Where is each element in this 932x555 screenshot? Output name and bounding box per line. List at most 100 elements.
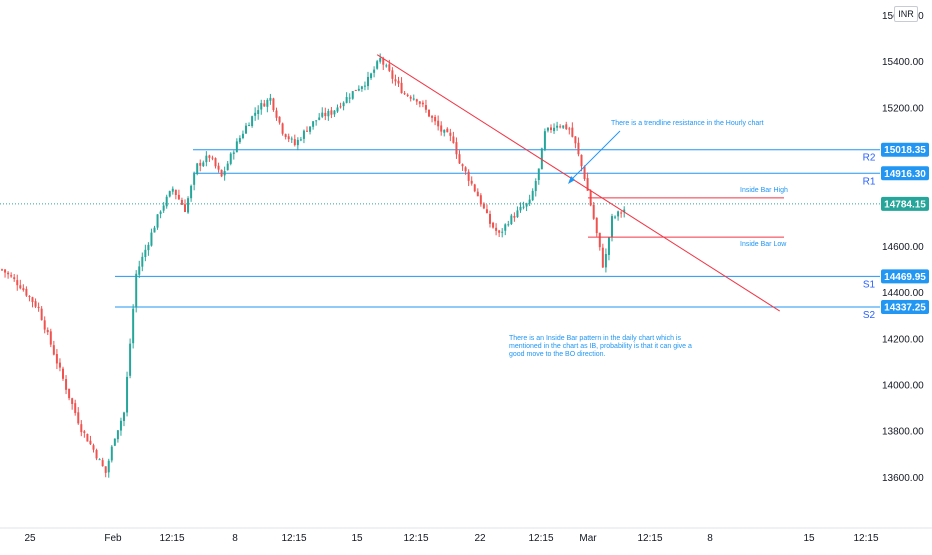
candle-body [339, 106, 342, 108]
candle-body [269, 97, 272, 101]
candle-body [336, 107, 339, 112]
candle-body [196, 163, 199, 175]
candle-body [440, 125, 443, 132]
candle-body [184, 204, 186, 212]
x-tick-label: 12:15 [528, 533, 553, 544]
candle-body [68, 388, 71, 399]
candle-body [611, 216, 613, 237]
candle-body [123, 412, 125, 421]
candle-body [116, 430, 119, 440]
candle-body [458, 154, 461, 164]
candle-body [607, 237, 610, 255]
candle-body [211, 157, 214, 159]
candle-body [580, 154, 583, 167]
candle-body [367, 76, 369, 87]
candle-body [403, 93, 406, 95]
candle-body [333, 110, 336, 115]
candle-body [507, 224, 510, 226]
x-tick-label: 8 [707, 533, 713, 544]
candle-body [501, 231, 504, 233]
candle-body [43, 320, 46, 330]
candle-body [534, 180, 537, 192]
candle-body [482, 203, 485, 209]
candle-body [315, 120, 318, 122]
candle-body [217, 165, 220, 170]
x-tick-label: 12:15 [637, 533, 662, 544]
price-tag-s2 [881, 300, 929, 315]
candle-body [559, 126, 562, 128]
candle-body [245, 125, 247, 134]
candle-body [577, 142, 580, 155]
candle-body [77, 412, 80, 424]
candle-body [147, 244, 150, 251]
candle-body [49, 331, 52, 345]
candle-body [223, 170, 226, 176]
candle-body [25, 288, 28, 296]
candle-body [1, 269, 3, 271]
candle-body [370, 73, 373, 79]
currency-badge[interactable]: INR [894, 6, 918, 22]
candle-body [473, 184, 476, 192]
candle-body [190, 185, 193, 199]
candle-body [397, 80, 400, 84]
candle-body [235, 141, 238, 153]
last-price-value: 14784.15 [884, 199, 926, 210]
x-tick-label: 12:15 [281, 533, 306, 544]
price-tag-r1 [881, 166, 929, 181]
candle-body [104, 466, 107, 473]
candle-body [373, 69, 376, 73]
candle-body [257, 110, 260, 115]
candle-body [10, 275, 13, 277]
candle-body [278, 116, 281, 123]
price-tag-value-s2: 14337.25 [884, 303, 926, 314]
candle-body [229, 153, 232, 164]
candle-body [553, 127, 556, 132]
candle-body [495, 227, 498, 231]
level-name-r1: R1 [863, 176, 876, 187]
candle-body [46, 329, 49, 333]
inside-bar-note-line: mentioned in the chart as IB, probabilit… [509, 343, 692, 350]
candle-body [138, 266, 141, 275]
candle-body [565, 124, 568, 129]
x-tick-label: 22 [474, 533, 486, 544]
candle-body [83, 431, 86, 433]
candle-body [531, 190, 534, 201]
candle-body [86, 433, 89, 442]
y-tick-label: 14000.00 [882, 380, 924, 391]
candle-body [16, 280, 19, 286]
x-tick-label: 12:15 [403, 533, 428, 544]
candle-body [446, 128, 449, 133]
candle-body [461, 164, 464, 167]
candle-body [4, 269, 7, 273]
candle-body [513, 216, 516, 218]
candle-body [437, 120, 440, 127]
candle-body [617, 211, 620, 217]
candle-body [455, 142, 458, 155]
candle-body [205, 155, 208, 163]
candle-body [272, 98, 275, 110]
candle-body [391, 70, 394, 79]
candle-body [489, 213, 491, 224]
candle-body [248, 125, 251, 127]
x-tick-label: Feb [104, 533, 122, 544]
currency-label: INR [898, 9, 914, 19]
candle-body [126, 376, 129, 413]
candle-body [424, 105, 427, 110]
candle-body [290, 138, 293, 140]
candle-body [464, 167, 467, 172]
candle-body [159, 211, 162, 214]
candle-body [232, 152, 235, 154]
candle-body [119, 420, 122, 431]
candle-body [153, 227, 156, 233]
candle-body [354, 89, 357, 91]
candle-body [287, 136, 290, 140]
candle-body [284, 134, 287, 138]
trendline-note-arrowhead [568, 176, 575, 184]
candle-body [113, 438, 116, 446]
candle-body [312, 121, 315, 127]
candle-body [19, 285, 22, 289]
candle-body [107, 460, 110, 473]
candle-body [385, 65, 388, 67]
